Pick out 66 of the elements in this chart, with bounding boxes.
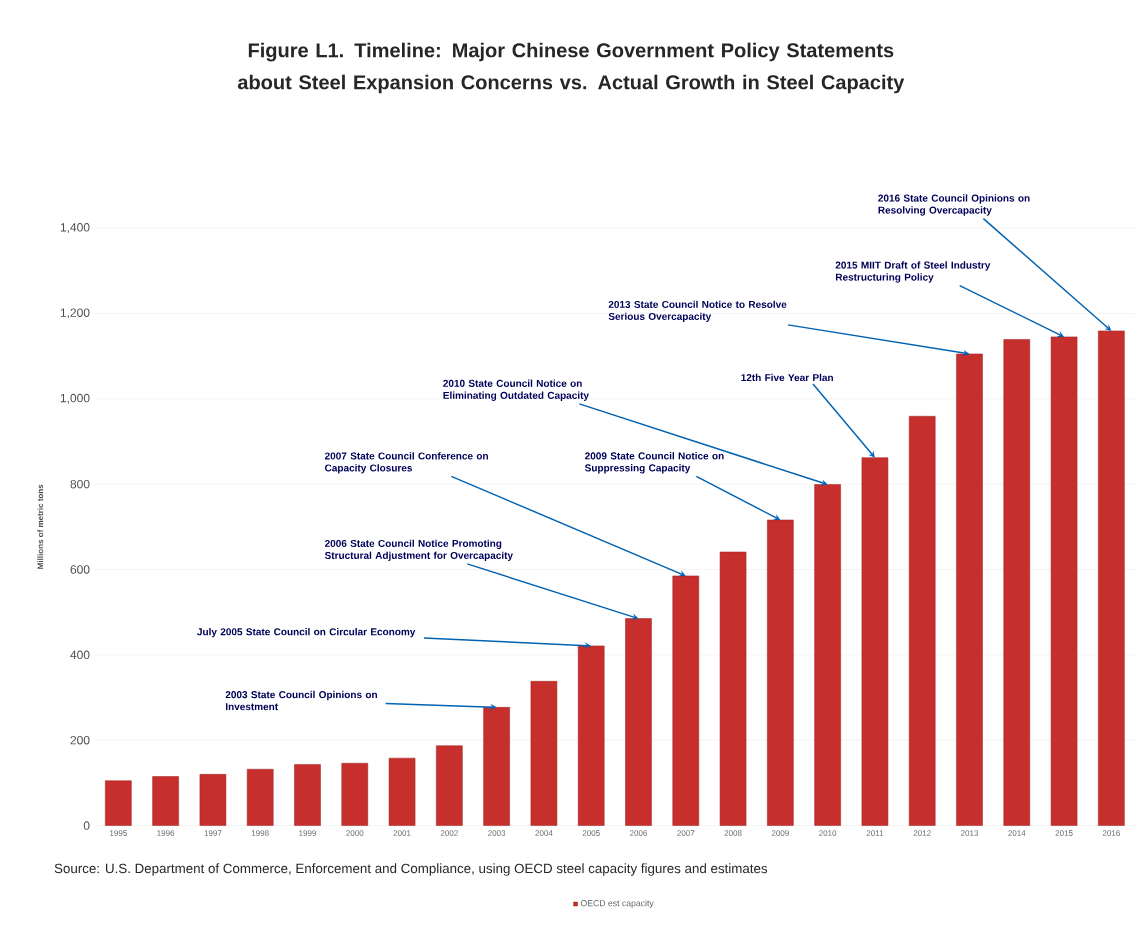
annotation: 2007 State Council Conference on Capacity Closures bbox=[324, 452, 488, 474]
bar bbox=[246, 768, 274, 826]
x-tick-label: 2004 bbox=[535, 830, 553, 836]
source-note: Source: U.S. Department of Commerce, Enforcement and Compliance, using OECD steel capacity figures and estimates bbox=[54, 863, 768, 876]
x-tick-label: 2005 bbox=[582, 830, 600, 836]
y-tick-label: 200 bbox=[70, 735, 90, 745]
annotation: 2006 State Council Notice Promoting Structural Adjustment for Overcapacity bbox=[324, 539, 513, 561]
y-tick-label: 800 bbox=[70, 479, 90, 489]
annotation: 2015 MIIT Draft of Steel Industry Restructuring Policy bbox=[835, 261, 991, 283]
bar bbox=[483, 706, 510, 826]
chart-title: Figure L1. Timeline: Major Chinese Government Policy Statements about Steel Expansion Concerns vs. Actual Growth in Steel Capacity bbox=[237, 42, 905, 94]
x-tick-label: 1998 bbox=[251, 830, 269, 836]
bar bbox=[152, 776, 179, 826]
y-tick-label: 1,200 bbox=[60, 308, 90, 319]
bar bbox=[199, 773, 227, 826]
bar bbox=[861, 457, 889, 826]
x-tick-label: 2007 bbox=[677, 830, 695, 836]
x-tick-label: 1999 bbox=[299, 830, 317, 836]
bar bbox=[1098, 330, 1125, 826]
bar bbox=[105, 780, 132, 826]
x-tick-label: 2014 bbox=[1008, 830, 1026, 836]
x-tick-label: 1995 bbox=[110, 830, 127, 836]
annotation: 2013 State Council Notice to Resolve Serious Overcapacity bbox=[608, 300, 787, 322]
annotation: 12th Five Year Plan bbox=[741, 373, 833, 381]
x-tick-label: 2001 bbox=[393, 830, 411, 836]
bar bbox=[672, 575, 700, 826]
annotation: 2009 State Council Notice on Suppressing Capacity bbox=[584, 451, 724, 474]
bar bbox=[577, 645, 605, 826]
x-tick-label: 1997 bbox=[204, 830, 222, 836]
x-tick-label: 1996 bbox=[157, 830, 175, 836]
x-tick-label: 2015 bbox=[1055, 830, 1073, 836]
bar bbox=[814, 484, 841, 826]
x-tick-label: 2008 bbox=[724, 830, 742, 836]
annotation: 2010 State Council Notice on Eliminating Outdated Capacity bbox=[443, 379, 589, 401]
x-tick-label: 2003 bbox=[488, 830, 506, 836]
bar bbox=[436, 745, 463, 826]
bar bbox=[388, 757, 416, 826]
y-tick-label: 1,400 bbox=[60, 222, 90, 233]
x-tick-label: 2010 bbox=[819, 830, 837, 836]
y-tick-label: 1,000 bbox=[60, 393, 90, 404]
bar bbox=[1050, 336, 1078, 826]
x-tick-label: 2000 bbox=[346, 830, 364, 836]
bar bbox=[908, 415, 936, 826]
x-tick-label: 2009 bbox=[771, 830, 789, 836]
x-tick-label: 2012 bbox=[913, 830, 931, 836]
bar bbox=[294, 764, 321, 826]
bar bbox=[341, 762, 369, 826]
bar bbox=[719, 551, 747, 826]
bar bbox=[530, 680, 558, 826]
x-tick-label: 2011 bbox=[866, 830, 884, 836]
x-tick-label: 2002 bbox=[440, 830, 458, 836]
annotation: July 2005 State Council on Circular Economy bbox=[197, 627, 416, 638]
legend-label: OECD est capacity bbox=[580, 899, 654, 908]
y-tick-label: 600 bbox=[70, 565, 90, 574]
y-tick-label: 400 bbox=[70, 650, 90, 659]
annotation: 2016 State Council Opinions on Resolving Overcapacity bbox=[878, 194, 1030, 216]
x-tick-label: 2006 bbox=[629, 830, 648, 836]
x-tick-label: 2016 bbox=[1102, 830, 1120, 836]
bar bbox=[1003, 339, 1031, 826]
y-axis-title: Millions of metric tons bbox=[37, 484, 44, 569]
bar bbox=[956, 353, 983, 826]
bar bbox=[767, 519, 794, 826]
y-tick-label: 0 bbox=[83, 821, 90, 830]
annotation: 2003 State Council Opinions on Investment bbox=[225, 690, 377, 711]
x-tick-label: 2013 bbox=[961, 830, 979, 836]
bar bbox=[625, 618, 652, 826]
